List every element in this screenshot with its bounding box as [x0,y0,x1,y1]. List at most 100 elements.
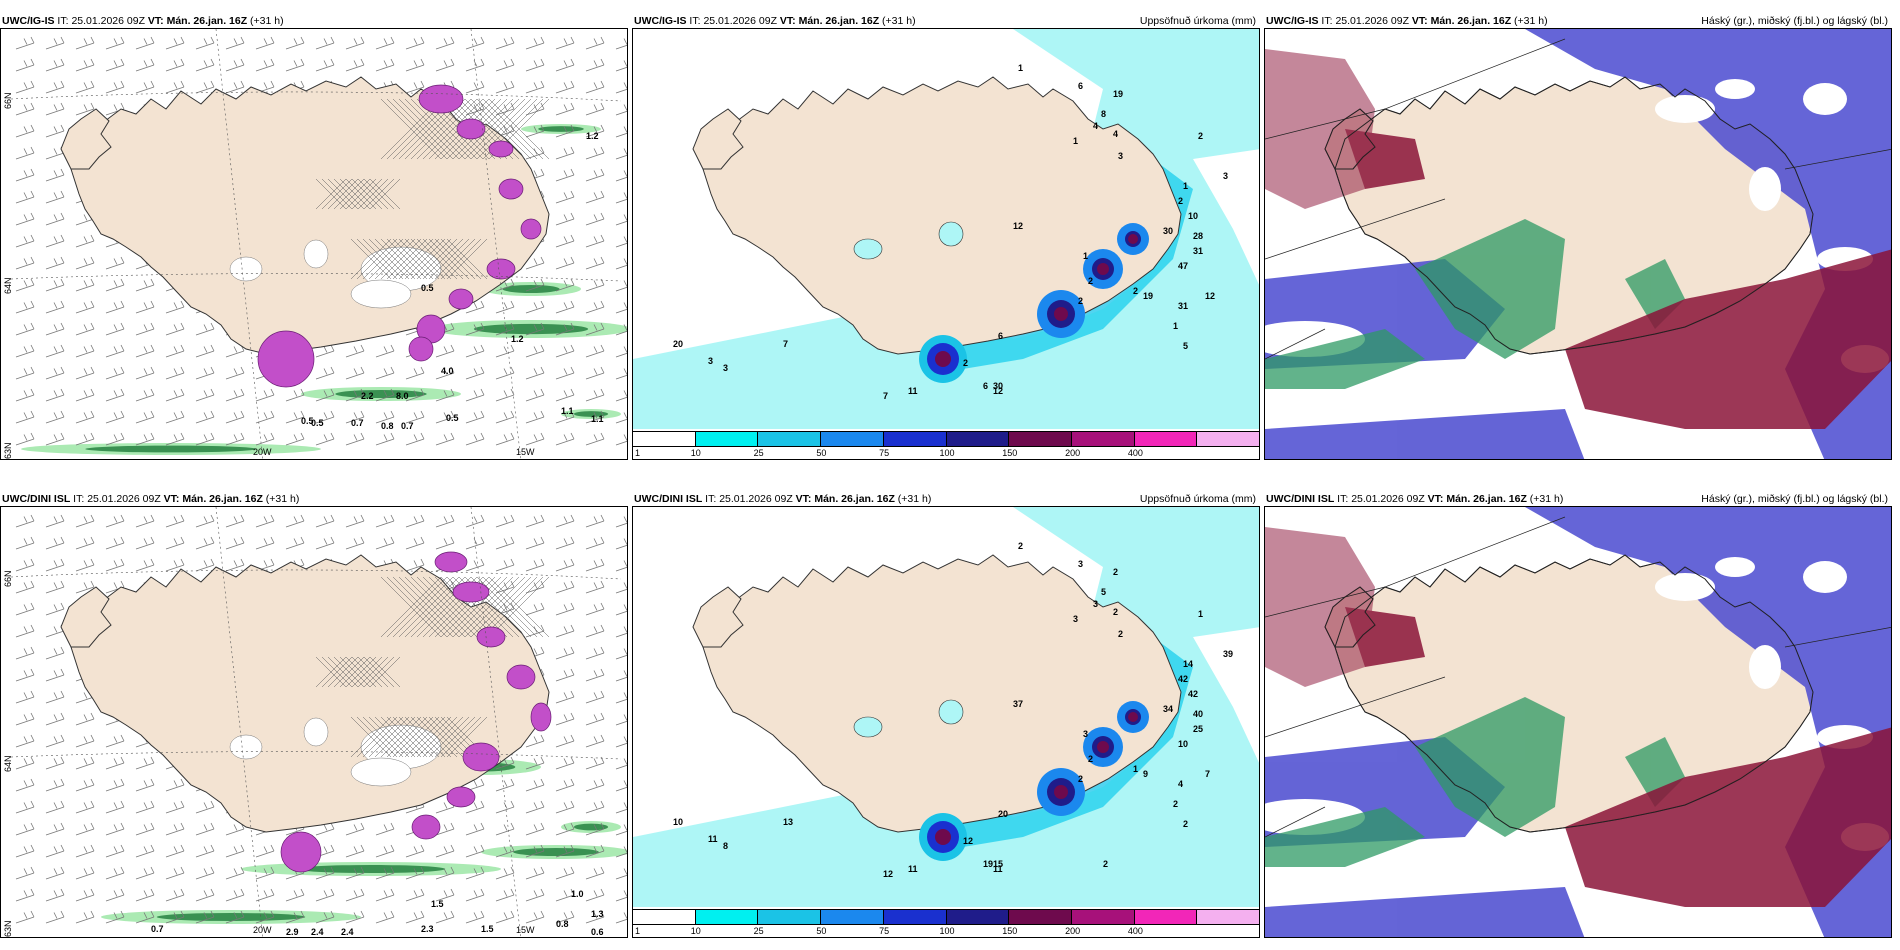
value-label: 11 [908,386,918,396]
value-label: 3 [1093,599,1098,609]
value-label: 2 [1078,296,1083,306]
wind-barb [45,580,65,594]
wind-barb [615,60,627,72]
wind-barb [315,344,335,358]
low-cloud-area [1265,887,1585,937]
panel-title: UWC/DINI ISL IT: 25.01.2026 09Z VT: Mán.… [2,491,624,507]
patch [350,757,412,787]
boundary-line [1265,676,1446,738]
value-label: 19 [983,859,993,869]
wind-barb [105,734,125,748]
wind-barb [525,910,545,924]
wind-barb [135,514,155,528]
wind-barb [465,558,485,572]
wind-barb [135,800,155,814]
wind-barb [75,580,95,594]
wind-barb [555,558,575,572]
wind-barb [585,410,605,424]
snow-area [418,84,464,114]
legend-swatch [1197,432,1259,446]
wind-barb [195,822,215,836]
legend-tick: 75 [879,448,890,458]
valid-time: Mán. 26.jan. 16Z [798,15,880,27]
wind-barb [465,322,485,336]
wind-barb [165,344,185,358]
wind-barb [405,410,425,424]
wind-barb [105,844,125,858]
snow-area [448,288,474,310]
wind-barb [135,36,155,50]
hatch-line [321,178,353,210]
wind-barb [225,366,245,380]
wind-barb [195,558,215,572]
wind-barb [405,536,425,550]
map-frame: 1 6 19 8 4 4 3 2 1 1 3 2 10 30 28 31 47 19 31 12 12 6 2 6 30 12 11… [632,28,1260,460]
valid-time: Mán. 26.jan. 16Z [814,493,895,505]
wind-barb [75,234,95,248]
wind-barb [225,888,245,902]
wind-barb [555,212,575,226]
snow-area [434,551,468,573]
hatch-line [398,238,440,280]
wind-barb [15,344,35,358]
lon-label: 20W [253,447,272,457]
value-label: 0.5 [421,283,434,293]
value-label: 12 [1013,221,1023,231]
wind-barb [135,778,155,792]
wind-barb [195,322,215,336]
wind-barb [75,558,95,572]
wind-barb [555,580,575,594]
wind-barb [195,80,215,94]
wind-barb [165,366,185,380]
wind-barb [165,888,185,902]
patch [229,256,263,282]
value-label: 6 [983,381,988,391]
hatch-line [380,576,442,638]
wind-barb [585,558,605,572]
wind-barb [345,58,365,72]
wind-barb [525,344,545,358]
wind-barb [165,58,185,72]
wind-barb [435,514,455,528]
hatch-line [356,716,398,758]
wind-barb [15,822,35,836]
lat-line [10,751,622,760]
wind-barb [165,800,185,814]
wind-barb [195,536,215,550]
wind-barb [585,536,605,550]
wind-barb [375,866,395,880]
init-time: 25.01.2026 09Z [719,493,793,505]
wind-barb [495,910,515,924]
wind-snow-map: 1.0 1.3 0.6 0.8 2.9 2.4 2.4 0.7 1.5 2.3 1.5 [10,507,627,937]
legend-swatch [946,910,1010,924]
forecast-panel-p5: UWC/DINI ISL IT: 25.01.2026 09Z VT: Mán.… [632,490,1260,938]
wind-barb [495,36,515,50]
value-label: 1.5 [481,924,494,934]
wind-barb [585,102,605,116]
lat-lon-grid [10,507,622,937]
wind-barb [45,80,65,94]
hatch-line [386,576,448,638]
wind-barb [45,344,65,358]
wind-barb [15,646,35,660]
wind-barb [45,234,65,248]
legend-swatch [883,432,947,446]
patch [350,279,412,309]
field-description: Uppsöfnuð úrkoma (mm) [1139,493,1256,505]
cloud-map [1265,29,1891,459]
wind-barb [555,124,575,138]
hatch-line [410,98,472,160]
wind-barb [555,888,575,902]
wind-barb [405,80,425,94]
boundary-line [1265,328,1326,360]
wind-barb [15,388,35,402]
boundary-line [1265,516,1566,618]
boundary-line [1784,149,1891,170]
model-name: UWC/IG-IS [2,15,55,27]
lat-line [10,273,622,282]
forecast-panel-p1: UWC/IG-IS IT: 25.01.2026 09Z VT: Mán. 26… [0,12,628,460]
wind-barb [615,758,627,770]
map-frame: 2 3 2 5 3 2 2 1 3 14 39 42 42 34 40 25 10 9 4 7 37 20 12 19 15 11… [632,506,1260,938]
value-label: 3 [1118,151,1123,161]
